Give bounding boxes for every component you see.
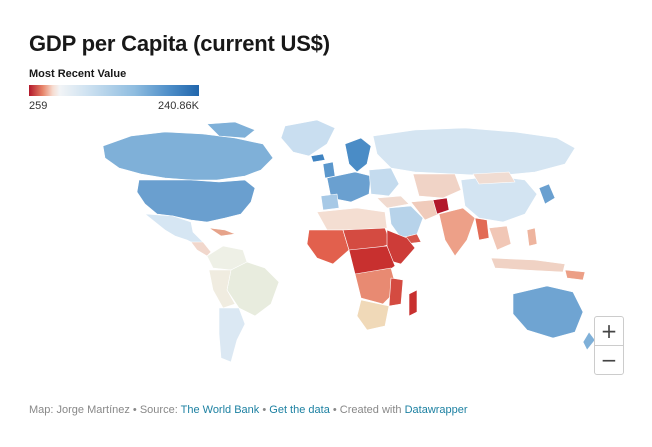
region-peru-bolivia[interactable] [208, 269, 236, 309]
region-southeast-asia[interactable] [488, 225, 512, 251]
region-greenland[interactable] [280, 119, 336, 157]
zoom-in-button[interactable]: + [595, 317, 623, 345]
separator: • [259, 404, 270, 416]
zoom-controls: + − [594, 316, 624, 375]
region-usa[interactable] [136, 179, 256, 223]
created-label: Created with [339, 404, 405, 416]
region-iberia[interactable] [320, 193, 340, 211]
legend-title: Most Recent Value [29, 68, 127, 80]
get-data-link[interactable]: Get the data [269, 404, 330, 416]
region-philippines[interactable] [526, 227, 538, 247]
region-bangladesh-myanmar[interactable] [474, 217, 490, 241]
separator: • [329, 404, 340, 416]
region-turkey[interactable] [376, 195, 410, 209]
region-australia[interactable] [512, 285, 584, 339]
region-scandinavia[interactable] [344, 137, 372, 173]
legend-max-label: 240.86K [158, 100, 199, 112]
region-russia[interactable] [372, 127, 576, 177]
world-map[interactable] [95, 118, 605, 378]
region-new-zealand[interactable] [582, 331, 596, 351]
region-iceland[interactable] [310, 153, 326, 163]
region-papua[interactable] [564, 269, 586, 281]
region-india[interactable] [438, 207, 476, 257]
region-central-asia[interactable] [412, 173, 462, 199]
region-south-africa[interactable] [356, 299, 390, 331]
region-mozambique[interactable] [388, 277, 404, 307]
source-label: Source: [139, 404, 181, 416]
datawrapper-link[interactable]: Datawrapper [404, 404, 468, 416]
legend-color-scale [29, 85, 199, 96]
source-link[interactable]: The World Bank [180, 404, 260, 416]
region-uk-ireland[interactable] [322, 161, 336, 179]
region-mongolia[interactable] [472, 171, 516, 185]
region-west-africa[interactable] [306, 229, 350, 265]
separator: • [129, 404, 140, 416]
region-korea-japan[interactable] [538, 183, 556, 205]
minus-icon: − [600, 348, 618, 372]
region-madagascar[interactable] [408, 289, 418, 317]
footer: Map: Jorge Martínez • Source: The World … [29, 403, 468, 417]
region-afghanistan[interactable] [432, 197, 450, 215]
region-caribbean[interactable] [208, 227, 236, 237]
region-central-america[interactable] [190, 241, 212, 257]
zoom-out-button[interactable]: − [595, 345, 623, 374]
plus-icon: + [600, 319, 618, 343]
region-argentina-chile[interactable] [218, 307, 246, 363]
legend-min-label: 259 [29, 100, 48, 112]
map-credit: Map: Jorge Martínez [29, 404, 130, 416]
region-arctic-islands[interactable] [206, 121, 256, 139]
region-indonesia[interactable] [490, 257, 566, 273]
map-title: GDP per Capita (current US$) [29, 31, 330, 56]
region-brazil[interactable] [226, 261, 280, 317]
region-canada[interactable] [102, 131, 274, 181]
region-eastern-europe[interactable] [368, 167, 400, 197]
region-north-africa[interactable] [316, 207, 388, 231]
